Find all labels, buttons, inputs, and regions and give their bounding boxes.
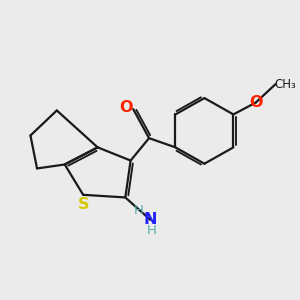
Text: CH₃: CH₃: [274, 78, 296, 91]
Text: N: N: [144, 212, 157, 227]
Text: O: O: [249, 95, 262, 110]
Text: H: H: [147, 224, 157, 237]
Text: O: O: [119, 100, 133, 115]
Text: S: S: [77, 197, 89, 212]
Text: H: H: [134, 204, 143, 217]
